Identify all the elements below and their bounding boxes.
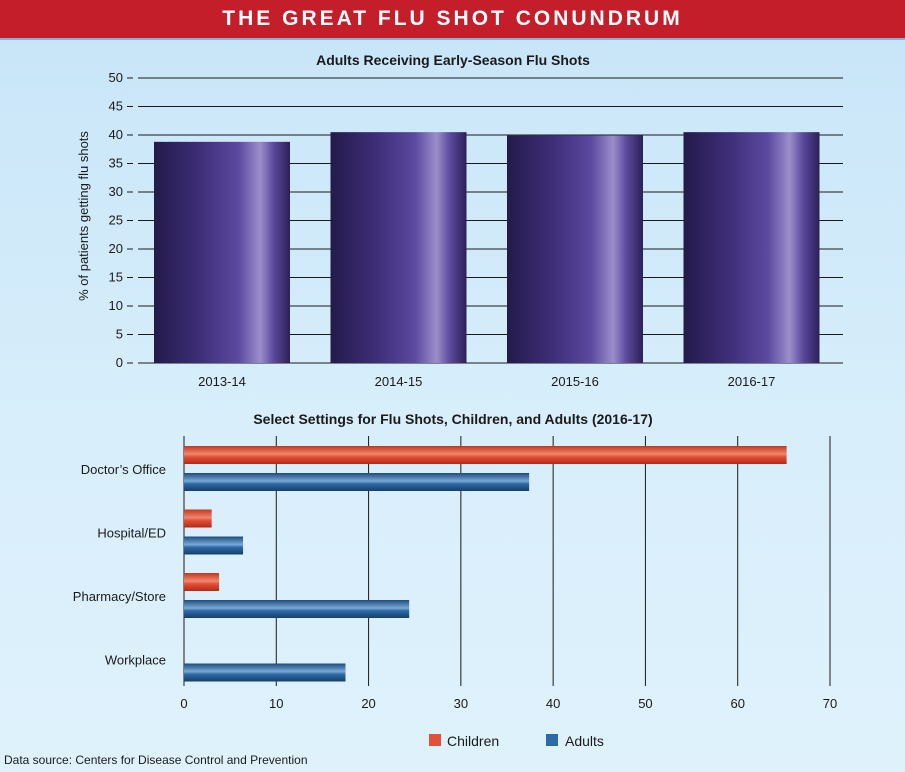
- chart2-bars: [184, 446, 787, 682]
- chart1-y-tick-label: 30: [109, 184, 123, 199]
- chart2-x-tick-label: 10: [269, 696, 283, 711]
- chart1-y-tick-label: 15: [109, 270, 123, 285]
- chart2-title: Select Settings for Flu Shots, Children,…: [253, 411, 652, 427]
- header-banner: THE GREAT FLU SHOT CONUNDRUM: [0, 0, 905, 40]
- chart1-bar: [507, 135, 643, 363]
- chart1-y-tick-labels: 0 5 10 15 20 25 30 35 40 45 50: [109, 70, 133, 370]
- chart1-x-tick-label: 2016-17: [728, 374, 776, 389]
- chart1-y-tick-label: 35: [109, 156, 123, 171]
- chart1-bar: [330, 132, 467, 363]
- chart2-category-label: Workplace: [105, 653, 166, 668]
- chart2-bar-adults: [184, 663, 346, 682]
- chart1-x-tick-label: 2014-15: [375, 374, 423, 389]
- chart2-legend: Children Adults: [429, 733, 604, 749]
- legend-label-children: Children: [447, 733, 499, 749]
- chart2-x-tick-label: 60: [730, 696, 744, 711]
- chart2-category-label: Doctor’s Office: [81, 462, 166, 477]
- chart2-x-tick-label: 0: [180, 696, 187, 711]
- data-source-note: Data source: Centers for Disease Control…: [4, 753, 308, 767]
- chart2-category-labels: Doctor’s Office Hospital/ED Pharmacy/Store…: [73, 462, 166, 668]
- chart1-y-tick-label: 50: [109, 70, 123, 85]
- chart2-bar-children: [184, 446, 787, 464]
- chart2-bar-adults: [184, 536, 244, 555]
- legend-label-adults: Adults: [565, 733, 604, 749]
- chart1-x-tick-label: 2015-16: [551, 374, 599, 389]
- chart1-y-tick-label: 5: [116, 327, 123, 342]
- chart1-y-tick-label: 25: [109, 213, 123, 228]
- chart2-x-tick-label: 30: [454, 696, 468, 711]
- chart2-category-label: Hospital/ED: [97, 526, 166, 541]
- legend-swatch-children: [429, 734, 441, 746]
- chart1-y-tick-label: 20: [109, 241, 123, 256]
- chart2-bar-children: [184, 573, 220, 591]
- chart2-x-tick-label: 70: [823, 696, 837, 711]
- chart1-y-tick-label: 45: [109, 99, 123, 114]
- chart2-x-tick-label: 20: [361, 696, 375, 711]
- chart1-bars: [154, 132, 820, 363]
- chart2-bar-adults: [184, 600, 410, 618]
- chart2-bar-children: [184, 509, 212, 528]
- chart1-x-tick-labels: 2013-14 2014-15 2015-16 2016-17: [198, 374, 775, 389]
- chart1-title: Adults Receiving Early-Season Flu Shots: [316, 52, 590, 68]
- chart1-x-tick-label: 2013-14: [198, 374, 246, 389]
- chart2-x-tick-label: 50: [638, 696, 652, 711]
- chart1-y-axis-label: % of patients getting flu shots: [76, 131, 91, 301]
- chart1-bar: [154, 141, 290, 363]
- chart1-y-tick-label: 10: [109, 298, 123, 313]
- chart1-bar: [683, 132, 820, 363]
- chart2-x-tick-labels: 0 10 20 30 40 50 60 70: [180, 696, 837, 711]
- chart2-x-tick-label: 40: [546, 696, 560, 711]
- page-title: THE GREAT FLU SHOT CONUNDRUM: [222, 7, 683, 30]
- chart2-category-label: Pharmacy/Store: [73, 589, 166, 604]
- chart1-y-tick-label: 40: [109, 127, 123, 142]
- chart1-y-tick-label: 0: [116, 355, 123, 370]
- chart2-bar-adults: [184, 473, 530, 491]
- legend-swatch-adults: [546, 734, 558, 746]
